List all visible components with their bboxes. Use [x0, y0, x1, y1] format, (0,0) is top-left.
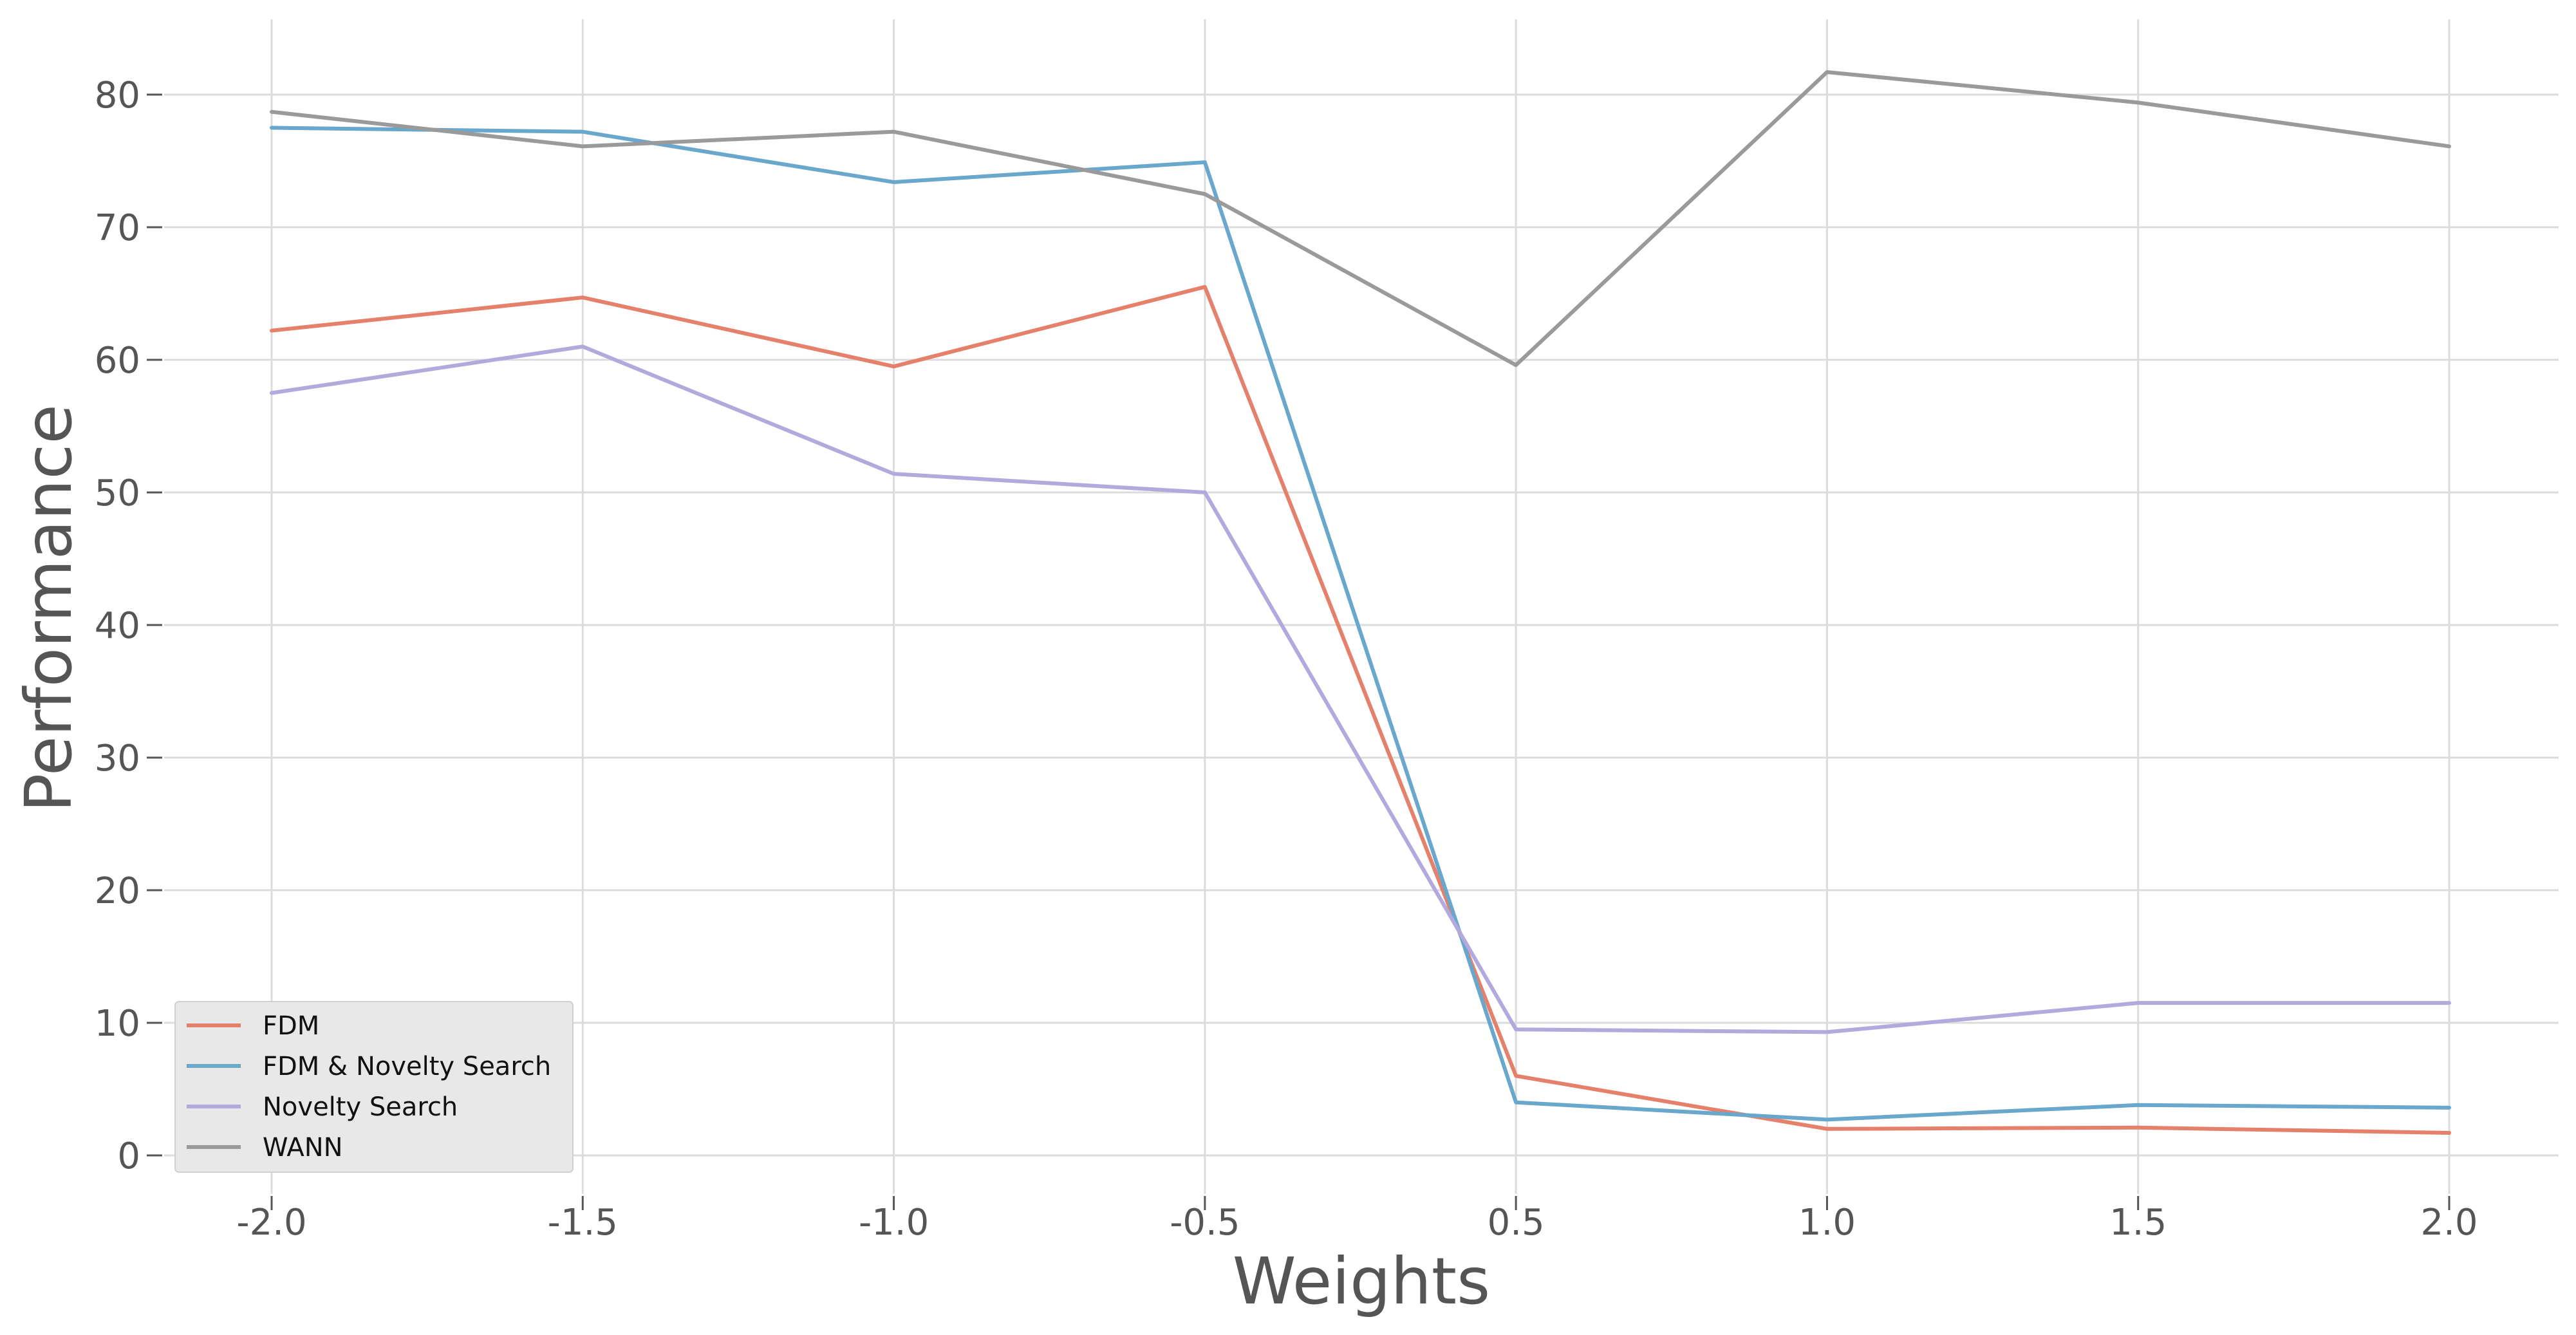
y-tick-label: 40: [95, 605, 140, 647]
series-line-3: [270, 70, 2451, 368]
y-tick-label: 10: [95, 1003, 140, 1045]
series-line-1: [270, 126, 2451, 1122]
series-lines: [270, 70, 2451, 1135]
y-tick-label: 80: [95, 75, 140, 117]
y-tick-label: 0: [117, 1135, 140, 1177]
legend-label: FDM & Novelty Search: [263, 1052, 551, 1081]
y-axis-label: Performance: [11, 404, 86, 812]
y-tick-label: 70: [95, 207, 140, 249]
y-tick-label: 60: [95, 340, 140, 382]
y-axis-ticks: 0 10 20 30 40 50 60 70 80: [95, 75, 162, 1177]
x-tick-label: -2.0: [236, 1202, 306, 1244]
x-tick-label: 0.5: [1488, 1202, 1545, 1244]
x-tick-label: 1.5: [2109, 1202, 2167, 1244]
y-tick-label: 50: [95, 472, 140, 514]
series-line-0: [270, 285, 2451, 1135]
x-axis-ticks: -2.0 -1.5 -1.0 -0.5 0.5 1.0 1.5 2.0: [236, 1196, 2478, 1244]
x-tick-label: 2.0: [2420, 1202, 2478, 1244]
x-axis-label: Weights: [1233, 1244, 1491, 1319]
legend: FDM FDM & Novelty Search Novelty Search WAN…: [174, 1001, 574, 1173]
x-tick-label: -0.5: [1170, 1202, 1240, 1244]
x-tick-label: -1.0: [859, 1202, 929, 1244]
y-tick-label: 20: [95, 870, 140, 912]
x-tick-label: 1.0: [1798, 1202, 1856, 1244]
legend-label: FDM: [263, 1011, 319, 1041]
legend-label: WANN: [263, 1133, 343, 1162]
series-line-2: [270, 344, 2451, 1034]
x-tick-label: -1.5: [548, 1202, 618, 1244]
legend-box: [174, 1001, 574, 1173]
legend-label: Novelty Search: [263, 1092, 458, 1122]
grid: [164, 19, 2559, 1194]
y-tick-label: 30: [95, 738, 140, 780]
